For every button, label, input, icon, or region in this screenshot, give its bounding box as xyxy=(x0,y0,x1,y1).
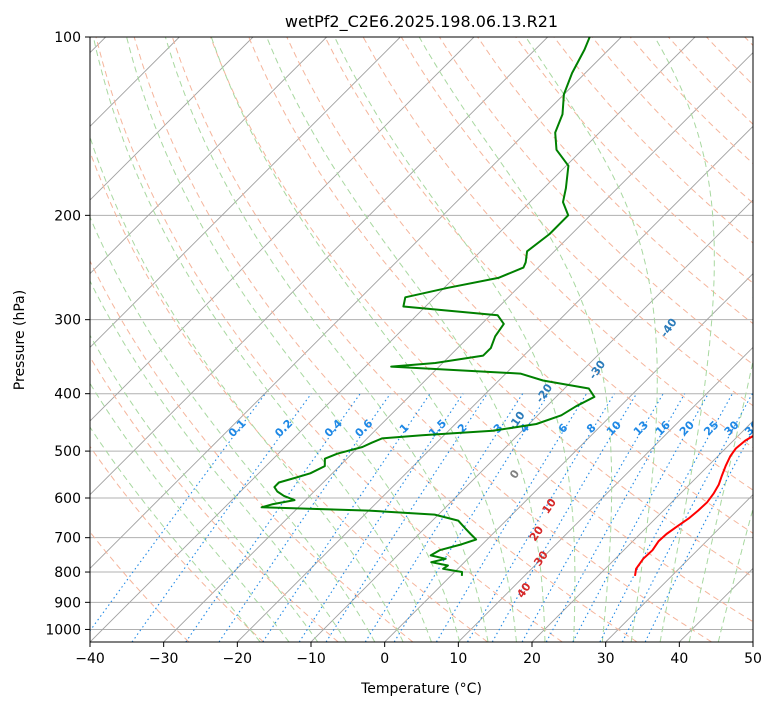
plot-background xyxy=(90,37,753,642)
mixing-ratio-line xyxy=(325,393,488,642)
mixing-ratio-line xyxy=(218,393,391,642)
moist-adiabat-line xyxy=(90,382,290,642)
isotherm-line xyxy=(90,37,327,275)
isotherm-line xyxy=(605,494,753,642)
moist-adiabat-line xyxy=(90,215,376,642)
dewpoint-line xyxy=(260,37,596,576)
moist-adiabat-line xyxy=(90,334,319,642)
isotherm-line xyxy=(90,37,401,348)
moist-adiabat-line xyxy=(334,37,576,642)
dry-adiabat-line xyxy=(324,37,753,491)
sounding-series xyxy=(260,37,753,577)
y-tick-label: 900 xyxy=(54,595,81,611)
moist-adiabat-line xyxy=(688,358,753,642)
moist-adiabat-line xyxy=(126,37,461,642)
y-axis-ticks: 100 200 300 400 500 600 700 800 900 1000 xyxy=(45,30,90,638)
y-tick-label: 400 xyxy=(54,387,81,403)
y-tick-label: 200 xyxy=(54,208,81,224)
dry-adiabat-line xyxy=(90,259,414,642)
dry-adiabat-line xyxy=(90,445,264,642)
x-tick-label: 20 xyxy=(523,651,541,667)
x-tick-label: −10 xyxy=(296,651,326,667)
dry-adiabat-line xyxy=(248,37,753,578)
x-tick-label: 30 xyxy=(597,651,615,667)
y-tick-label: 500 xyxy=(54,444,81,460)
x-axis-label: Temperature (°C) xyxy=(360,681,482,697)
x-tick-label: −30 xyxy=(149,651,179,667)
dry-adiabat-line xyxy=(210,37,753,623)
moist-adiabat-line xyxy=(210,37,517,642)
isotherm-line xyxy=(384,273,753,642)
moist-adiabat-line xyxy=(90,426,261,642)
isotherm-line xyxy=(90,37,622,569)
mixing-ratio-line xyxy=(572,393,709,642)
isotherm-line xyxy=(163,52,753,642)
mixing-ratio-line xyxy=(521,393,664,642)
temperature-line xyxy=(634,434,753,577)
y-axis-label: Pressure (hPa) xyxy=(12,290,28,390)
moist-adiabat-line xyxy=(418,37,613,642)
mixing-ratio-line xyxy=(467,393,615,642)
mixing-ratio-label: 36 xyxy=(742,418,762,438)
x-tick-label: 10 xyxy=(449,651,467,667)
mixing-ratio-line xyxy=(545,393,686,642)
mixing-ratio-line xyxy=(131,393,312,642)
x-axis-ticks: −40 −30 −20 −10 0 10 20 30 40 50 xyxy=(75,642,762,667)
dry-adiabat-line xyxy=(95,37,563,642)
x-tick-label: 40 xyxy=(670,651,688,667)
y-tick-label: 100 xyxy=(54,30,81,46)
x-tick-label: 50 xyxy=(744,651,762,667)
dry-adiabat-line xyxy=(515,37,753,284)
dry-adiabat-line xyxy=(171,37,712,642)
dry-adiabat-label: -50 xyxy=(747,285,769,309)
mixing-ratio-lines xyxy=(90,393,753,642)
isotherm-line xyxy=(237,125,753,642)
x-tick-label: −40 xyxy=(75,651,105,667)
mixing-ratio-line xyxy=(393,393,550,642)
isotherm-line xyxy=(90,37,696,642)
moist-adiabat-line xyxy=(654,37,715,642)
isotherm-line xyxy=(531,420,753,642)
isotherm-line xyxy=(90,37,254,201)
y-tick-label: 1000 xyxy=(45,622,81,638)
isotherm-lines xyxy=(90,37,753,642)
mixing-ratio-line xyxy=(491,393,637,642)
y-tick-label: 600 xyxy=(54,491,81,507)
mixing-ratio-line xyxy=(90,393,266,632)
moist-adiabat-line xyxy=(717,506,753,642)
x-tick-label: −20 xyxy=(223,651,253,667)
mixing-ratio-line xyxy=(435,393,587,642)
chart-title: wetPf2_C2E6.2025.198.06.13.R21 xyxy=(285,12,558,32)
plot-frame xyxy=(89,36,754,643)
dry-adiabat-line xyxy=(286,37,753,534)
moist-adiabat-lines xyxy=(90,37,753,642)
y-tick-label: 700 xyxy=(54,531,81,547)
x-tick-label: 0 xyxy=(380,651,389,667)
y-tick-label: 300 xyxy=(54,313,81,329)
isotherm-line xyxy=(458,346,753,642)
y-tick-label: 800 xyxy=(54,565,81,581)
mixing-ratio-line xyxy=(298,393,464,642)
pressure-gridlines xyxy=(90,37,753,630)
moist-adiabat-line xyxy=(92,37,432,642)
isotherm-line xyxy=(90,37,548,496)
moist-adiabat-line xyxy=(164,37,489,642)
moist-adiabat-line xyxy=(525,37,658,642)
isotherm-line xyxy=(90,37,475,422)
mixing-ratio-line xyxy=(364,393,524,642)
moist-adiabat-line xyxy=(90,135,404,642)
moist-adiabat-line xyxy=(266,37,546,642)
